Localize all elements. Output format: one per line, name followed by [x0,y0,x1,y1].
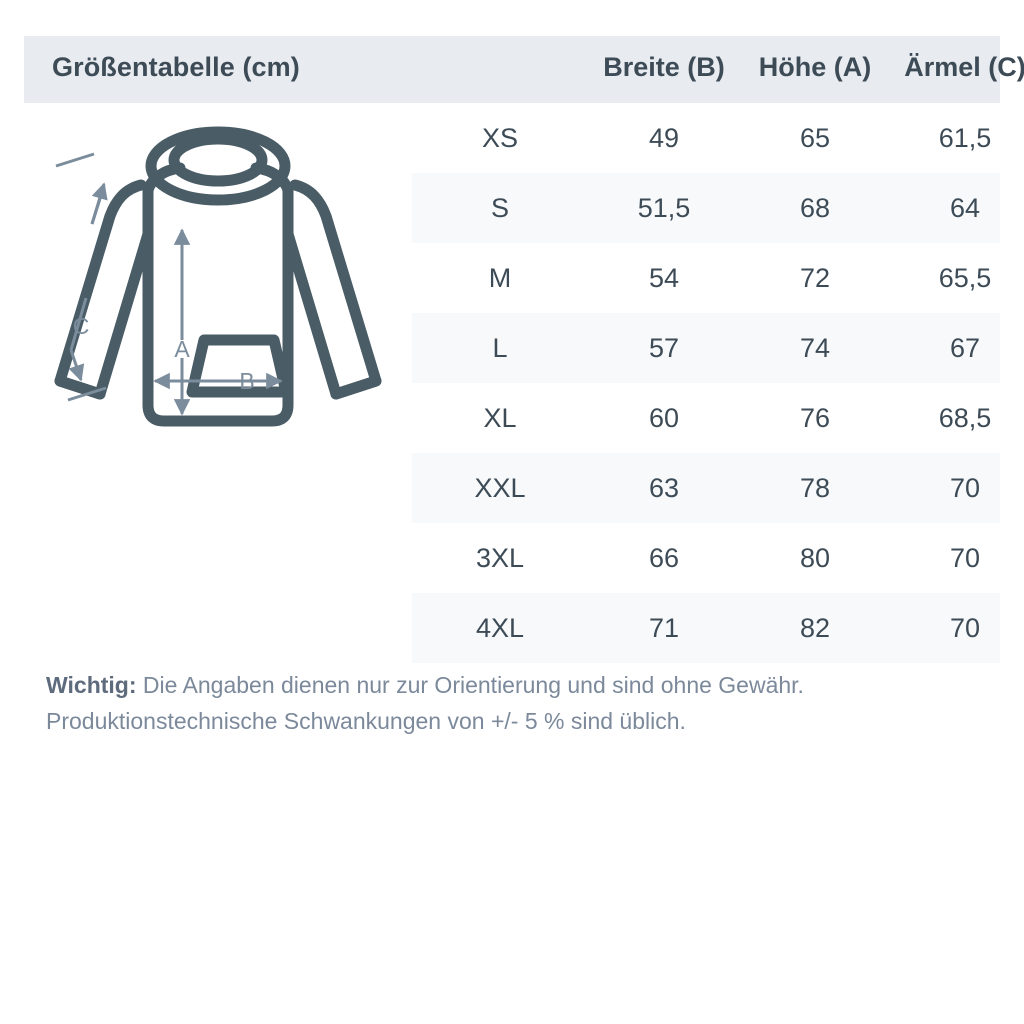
cell-breite: 63 [648,473,680,503]
page-title: Größentabelle (cm) [52,52,300,82]
right-cuff-line [330,375,382,400]
cell-hoehe: 76 [799,403,831,433]
table-column-headers: Breite (B) Höhe (A) Ärmel (C) [412,52,1024,86]
right-sleeve-shape [282,179,382,400]
dimension-arrows [55,152,283,416]
sleeve-line-lower [69,297,88,351]
cell-breite: 49 [648,123,680,153]
table-row: 3XL 66 80 70 [412,523,1000,593]
disclaimer-line-2: Produktionstechnische Schwankungen von +… [46,708,686,734]
cell-hoehe: 65 [799,123,831,153]
cell-breite: 57 [648,333,680,363]
hoodie-illustration: C B A [24,118,412,458]
table-row: L 57 74 67 [412,313,1000,383]
cell-aermel: 67 [949,333,981,363]
table-row: S 51,5 68 64 [412,173,1000,243]
cell-breite: 51,5 [637,193,691,223]
cell-size: XXL [474,473,526,503]
cell-breite: 60 [648,403,680,433]
cell-hoehe: 82 [799,613,831,643]
column-header-breite: Breite (B) [603,52,725,82]
cell-size: 3XL [475,543,525,573]
hoodie-diagram-icon: C B A [54,126,382,427]
sleeve-line-upper [90,185,106,225]
cell-breite: 54 [648,263,680,293]
column-header-hoehe: Höhe (A) [758,52,872,82]
cell-hoehe: 78 [799,473,831,503]
cell-size: S [490,193,509,223]
cell-hoehe: 68 [799,193,831,223]
hood-outer-shape [145,126,291,206]
cell-hoehe: 74 [799,333,831,363]
cell-size: XS [481,123,519,153]
kangaroo-pocket-shape [186,334,292,398]
cell-hoehe: 80 [799,543,831,573]
sleeve-tick-top [55,152,95,168]
disclaimer-label: Wichtig: [46,672,137,698]
table-row: 4XL 71 82 70 [412,593,1000,663]
size-table: XS 49 65 61,5 S 51,5 68 64 M 54 72 65,5 … [412,103,1000,663]
cell-aermel: 61,5 [938,123,992,153]
cell-aermel: 64 [949,193,981,223]
cell-aermel: 70 [949,473,981,503]
label-height-a: A [174,336,190,362]
hoodie-garment-shape [54,126,382,427]
disclaimer-line-1: Die Angaben dienen nur zur Orientierung … [136,672,804,698]
cell-size: L [492,333,508,363]
sleeve-arrow-lower [68,349,85,382]
cell-size: 4XL [475,613,525,643]
hoodie-body-shape [142,184,294,427]
cell-breite: 71 [648,613,680,643]
table-row: M 54 72 65,5 [412,243,1000,313]
label-width-b: B [239,368,254,394]
cell-aermel: 65,5 [938,263,992,293]
cell-breite: 66 [648,543,680,573]
cell-aermel: 70 [949,613,981,643]
hood-inner-shape [168,133,268,187]
sleeve-tick-bottom [67,386,107,402]
left-sleeve-shape [54,179,154,400]
table-row: XS 49 65 61,5 [412,103,1000,173]
table-header-band [24,36,1000,103]
cell-aermel: 68,5 [938,403,992,433]
cell-size: XL [483,403,517,433]
cell-hoehe: 72 [799,263,831,293]
cell-aermel: 70 [949,543,981,573]
disclaimer-note: Wichtig: Die Angaben dienen nur zur Orie… [46,667,986,739]
label-sleeve-c: C [73,313,90,339]
cell-size: M [488,263,512,293]
column-header-aermel: Ärmel (C) [904,52,1024,82]
table-row: XL 60 76 68,5 [412,383,1000,453]
dimension-labels: C B A [73,313,255,394]
table-row: XXL 63 78 70 [412,453,1000,523]
